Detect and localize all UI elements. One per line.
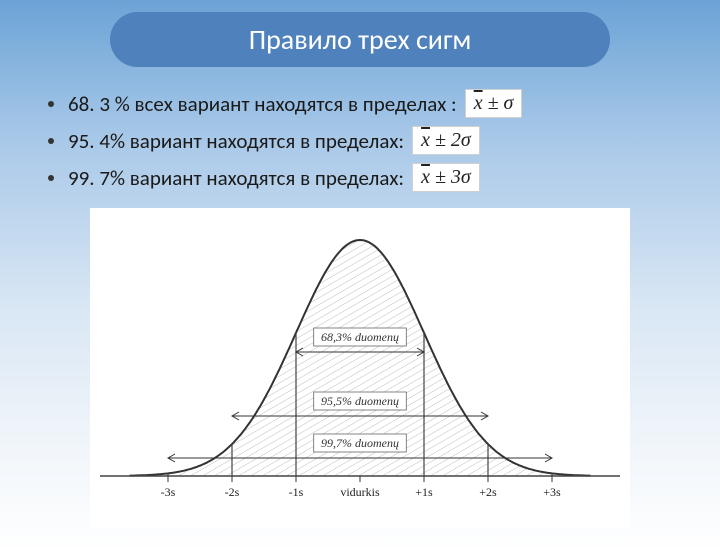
bullet-text: 68. 3 % всех вариант находятся в предела… [68, 91, 457, 117]
list-item: 68. 3 % всех вариант находятся в предела… [48, 89, 720, 118]
bullet-text: 99. 7% вариант находятся в пределах: [68, 165, 404, 191]
svg-text:+3s: +3s [543, 485, 561, 499]
page-title: Правило трех сигм [134, 22, 586, 57]
svg-text:-1s: -1s [289, 485, 304, 499]
list-item: 95. 4% вариант находятся в пределах: x ±… [48, 126, 720, 155]
formula: x ± 2σ [412, 126, 480, 155]
svg-text:+2s: +2s [479, 485, 497, 499]
bullet-text: 95. 4% вариант находятся в пределах: [68, 128, 404, 154]
bullet-dot-icon [48, 101, 54, 107]
bullet-dot-icon [48, 138, 54, 144]
svg-text:vidurkis: vidurkis [340, 485, 380, 499]
svg-text:99,7% duomenų: 99,7% duomenų [321, 436, 399, 450]
formula: x ± 3σ [412, 163, 480, 192]
svg-text:-3s: -3s [161, 485, 176, 499]
svg-text:-2s: -2s [225, 485, 240, 499]
formula: x ± σ [465, 89, 523, 118]
svg-text:68,3% duomenų: 68,3% duomenų [321, 330, 399, 344]
list-item: 99. 7% вариант находятся в пределах: x ±… [48, 163, 720, 192]
svg-text:+1s: +1s [415, 485, 433, 499]
title-container: Правило трех сигм [110, 12, 610, 67]
svg-text:95,5% duomenų: 95,5% duomenų [321, 394, 399, 408]
bullet-list: 68. 3 % всех вариант находятся в предела… [48, 89, 720, 192]
sigma-bell-curve: -3s -2s -1s vidurkis +1s +2s +3s 68,3% duomenų 9… [90, 208, 630, 528]
bullet-dot-icon [48, 175, 54, 181]
